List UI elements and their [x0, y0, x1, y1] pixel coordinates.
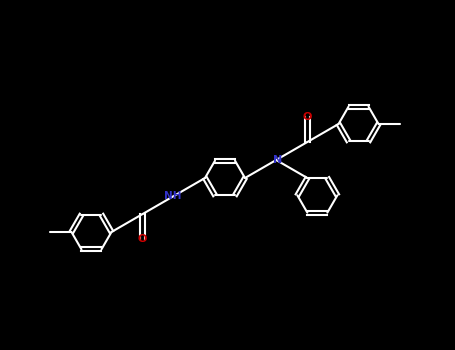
Text: O: O [303, 112, 312, 122]
Text: N: N [273, 155, 282, 165]
Text: NH: NH [164, 191, 182, 201]
Text: O: O [138, 234, 147, 244]
